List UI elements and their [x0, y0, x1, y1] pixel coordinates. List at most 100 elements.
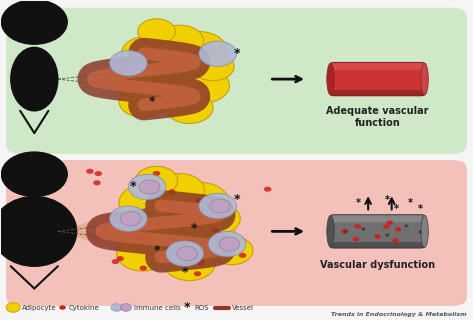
- Circle shape: [199, 193, 236, 219]
- Ellipse shape: [0, 196, 77, 266]
- FancyBboxPatch shape: [6, 160, 467, 306]
- Circle shape: [392, 238, 399, 243]
- Circle shape: [195, 198, 203, 203]
- Circle shape: [86, 169, 94, 174]
- Polygon shape: [58, 200, 161, 263]
- Circle shape: [153, 171, 160, 176]
- Circle shape: [137, 236, 145, 241]
- Circle shape: [166, 92, 213, 124]
- FancyBboxPatch shape: [330, 242, 425, 248]
- Circle shape: [121, 36, 173, 71]
- Circle shape: [168, 182, 229, 223]
- Text: *: *: [149, 95, 155, 108]
- Circle shape: [1, 152, 67, 196]
- Circle shape: [140, 266, 147, 271]
- Circle shape: [164, 246, 215, 281]
- Circle shape: [210, 199, 230, 213]
- Circle shape: [178, 68, 229, 103]
- Circle shape: [129, 222, 193, 266]
- Ellipse shape: [421, 63, 429, 95]
- Text: *: *: [233, 193, 240, 206]
- Circle shape: [110, 206, 147, 231]
- Circle shape: [354, 224, 361, 228]
- Text: Adipocyte: Adipocyte: [22, 305, 57, 310]
- Circle shape: [116, 256, 124, 261]
- Circle shape: [264, 187, 272, 192]
- Circle shape: [199, 41, 236, 67]
- Text: *: *: [361, 227, 366, 236]
- Text: *: *: [153, 244, 160, 257]
- Ellipse shape: [327, 215, 334, 247]
- Circle shape: [239, 253, 246, 258]
- Circle shape: [120, 219, 127, 224]
- Circle shape: [168, 189, 175, 194]
- FancyBboxPatch shape: [330, 215, 425, 222]
- Text: *: *: [418, 230, 422, 239]
- Circle shape: [139, 180, 160, 194]
- FancyBboxPatch shape: [330, 63, 425, 70]
- Circle shape: [180, 219, 236, 257]
- Circle shape: [119, 184, 175, 222]
- Circle shape: [395, 227, 402, 231]
- Circle shape: [138, 47, 203, 92]
- Circle shape: [135, 166, 178, 195]
- Text: *: *: [394, 204, 399, 214]
- Circle shape: [220, 210, 228, 215]
- Text: *: *: [342, 230, 347, 239]
- Text: *: *: [385, 195, 389, 205]
- Ellipse shape: [421, 215, 429, 247]
- Circle shape: [138, 19, 175, 44]
- Text: *: *: [233, 47, 240, 60]
- Text: Adequate vascular
function: Adequate vascular function: [326, 106, 429, 128]
- Text: *: *: [182, 266, 188, 279]
- Circle shape: [6, 303, 20, 312]
- Text: *: *: [184, 301, 190, 314]
- Circle shape: [116, 236, 168, 271]
- Text: *: *: [191, 222, 197, 235]
- Circle shape: [386, 220, 393, 225]
- Circle shape: [111, 304, 122, 311]
- Circle shape: [112, 259, 119, 264]
- Circle shape: [197, 261, 205, 266]
- Circle shape: [95, 171, 102, 176]
- Circle shape: [120, 304, 131, 311]
- Text: *: *: [385, 233, 389, 242]
- Text: *: *: [356, 198, 361, 208]
- Circle shape: [110, 51, 147, 76]
- Circle shape: [166, 241, 203, 266]
- Text: Immune cells: Immune cells: [134, 305, 181, 310]
- Circle shape: [164, 244, 171, 249]
- Circle shape: [208, 231, 246, 257]
- Circle shape: [140, 218, 147, 223]
- Text: Vascular dysfunction: Vascular dysfunction: [320, 260, 435, 270]
- Text: *: *: [130, 180, 136, 194]
- Circle shape: [197, 258, 204, 263]
- Text: *: *: [417, 204, 422, 214]
- FancyBboxPatch shape: [6, 8, 467, 154]
- FancyBboxPatch shape: [330, 63, 426, 96]
- Circle shape: [131, 71, 192, 112]
- Circle shape: [192, 52, 234, 81]
- Circle shape: [177, 247, 197, 260]
- Circle shape: [107, 211, 159, 246]
- FancyBboxPatch shape: [330, 215, 426, 248]
- Circle shape: [374, 234, 381, 239]
- Circle shape: [171, 32, 227, 69]
- Circle shape: [219, 237, 240, 251]
- Ellipse shape: [327, 63, 334, 95]
- Circle shape: [120, 212, 141, 226]
- Text: *: *: [403, 224, 408, 233]
- Circle shape: [194, 271, 201, 276]
- Circle shape: [352, 237, 359, 241]
- Circle shape: [1, 0, 67, 44]
- Circle shape: [119, 85, 166, 117]
- Text: *: *: [408, 198, 413, 208]
- Text: Cytokine: Cytokine: [69, 305, 99, 310]
- Circle shape: [211, 228, 219, 233]
- Text: Vessel: Vessel: [232, 305, 254, 310]
- Circle shape: [93, 180, 101, 185]
- Circle shape: [383, 224, 390, 229]
- Circle shape: [342, 229, 348, 233]
- Circle shape: [210, 236, 253, 265]
- FancyBboxPatch shape: [330, 90, 425, 95]
